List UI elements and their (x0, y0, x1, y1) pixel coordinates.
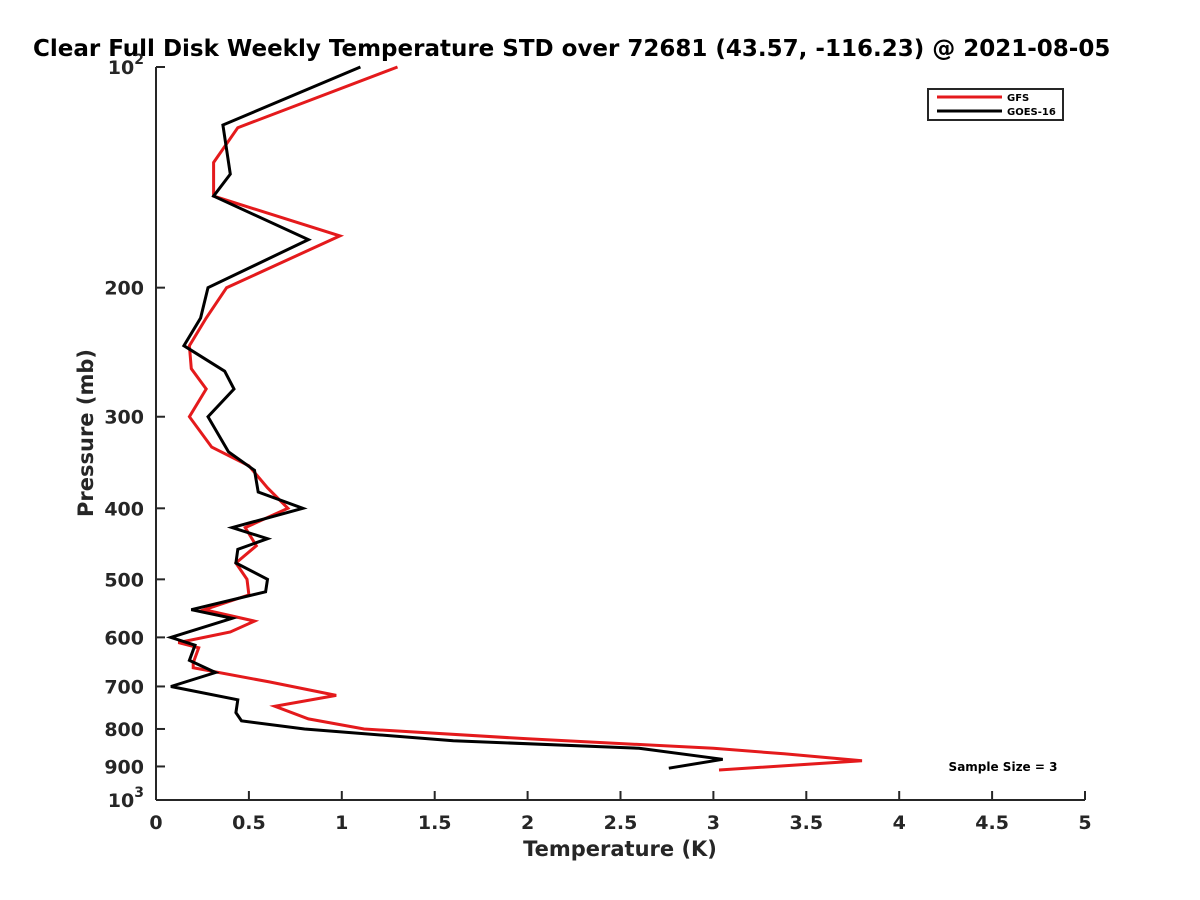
y-tick-label: 300 (104, 407, 144, 429)
x-tick-label: 4 (893, 812, 906, 834)
y-tick-exponent: 3 (134, 785, 144, 801)
x-tick-label: 2.5 (604, 812, 638, 834)
chart-title: Clear Full Disk Weekly Temperature STD o… (33, 36, 1110, 62)
legend-box (927, 88, 1064, 121)
x-tick-label: 3.5 (789, 812, 823, 834)
y-tick-label: 400 (104, 498, 144, 520)
x-tick-label: 4.5 (975, 812, 1009, 834)
legend-label: GOES-16 (1007, 107, 1056, 118)
y-tick-label: 700 (104, 676, 144, 698)
y-tick-label: 103 (108, 785, 144, 812)
series-layer (165, 65, 863, 772)
y-tick-base: 10 (108, 790, 134, 812)
x-tick-label: 0.5 (232, 812, 266, 834)
y-tick-label: 600 (104, 627, 144, 649)
series-line-gfs (177, 65, 863, 772)
x-tick-label: 2 (521, 812, 534, 834)
x-tick-label: 1 (335, 812, 348, 834)
legend: GFS GOES-16 (927, 88, 1064, 121)
y-tick-label: 200 (104, 278, 144, 300)
x-axis-label: Temperature (K) (523, 837, 717, 861)
x-axis-ticks: 0 0.5 1 1.5 2 2.5 3 3.5 4 4.5 5 (149, 791, 1092, 834)
y-tick-label: 500 (104, 569, 144, 591)
x-tick-label: 3 (707, 812, 720, 834)
legend-label: GFS (1007, 93, 1029, 104)
series-line-goes-16 (165, 65, 723, 770)
x-tick-label: 0 (149, 812, 162, 834)
x-tick-label: 1.5 (418, 812, 452, 834)
plot-area (155, 67, 1085, 801)
y-tick-label: 800 (104, 719, 144, 741)
y-tick-base: 10 (108, 57, 134, 79)
x-tick-label: 5 (1078, 812, 1091, 834)
y-axis-label: Pressure (mb) (74, 349, 98, 517)
y-tick-label: 900 (104, 756, 144, 778)
sample-size-annotation: Sample Size = 3 (949, 760, 1058, 774)
y-tick-exponent: 2 (134, 52, 144, 68)
y-tick-label: 102 (108, 52, 144, 79)
